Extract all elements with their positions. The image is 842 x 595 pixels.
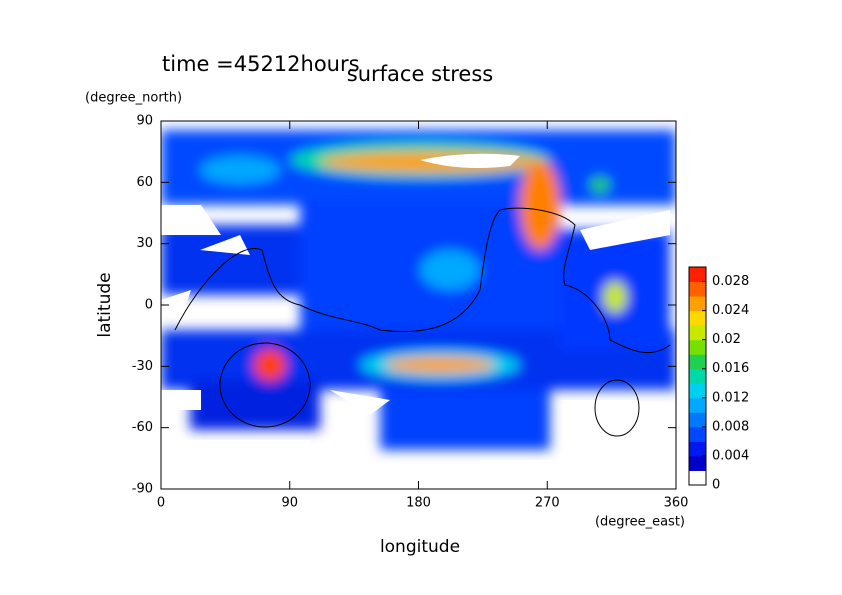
colorbar-segment: [689, 470, 706, 486]
colorbar-tick-label: 0.008: [712, 419, 749, 434]
colorbar-segment: [689, 383, 706, 399]
colorbar-segment: [689, 325, 706, 341]
x-tick-label: 180: [406, 496, 431, 511]
colorbar-tick-label: 0.012: [712, 390, 749, 405]
x-tick-label: 270: [535, 496, 560, 511]
contour-field: [161, 130, 676, 489]
colorbar-tick-label: 0.016: [712, 361, 749, 376]
colorbar-segment: [689, 397, 706, 413]
chart-title: surface stress: [347, 62, 493, 86]
y-tick-label: 90: [136, 114, 153, 129]
x-axis-label: longitude: [380, 537, 460, 557]
colorbar-segment: [689, 281, 706, 297]
colorbar-segment: [689, 267, 706, 283]
colorbar-segment: [689, 412, 706, 428]
y-tick-label: -60: [132, 420, 153, 435]
y-tick-label: 30: [136, 236, 153, 251]
y-tick-label: -90: [132, 482, 153, 497]
colorbar-segment: [689, 455, 706, 471]
subtitle: time =45212hours: [162, 52, 360, 76]
colorbar-segment: [689, 354, 706, 370]
colorbar-segment: [689, 310, 706, 326]
colorbar-frame: [688, 266, 707, 486]
y-axis-label: latitude: [95, 272, 115, 337]
x-unit: (degree_east): [595, 515, 685, 530]
x-tick-label: 90: [281, 496, 298, 511]
colorbar-segment: [689, 296, 706, 312]
y-unit: (degree_north): [85, 91, 182, 106]
colorbar-tick-label: 0.02: [712, 332, 741, 347]
colorbar-segment: [689, 368, 706, 384]
colorbar-segment: [689, 426, 706, 442]
colorbar-tick-label: 0.028: [712, 274, 749, 289]
x-tick-label: 0: [157, 496, 165, 511]
x-tick-label: 360: [664, 496, 689, 511]
colorbar-segment: [689, 339, 706, 355]
y-tick-label: -30: [132, 359, 153, 374]
y-tick-label: 60: [136, 175, 153, 190]
colorbar-segment: [689, 441, 706, 457]
colorbar-tick-label: 0.024: [712, 303, 749, 318]
colorbar-tick-label: 0.004: [712, 448, 749, 463]
colorbar-tick-label: 0: [712, 478, 720, 493]
y-tick-label: 0: [145, 298, 153, 313]
